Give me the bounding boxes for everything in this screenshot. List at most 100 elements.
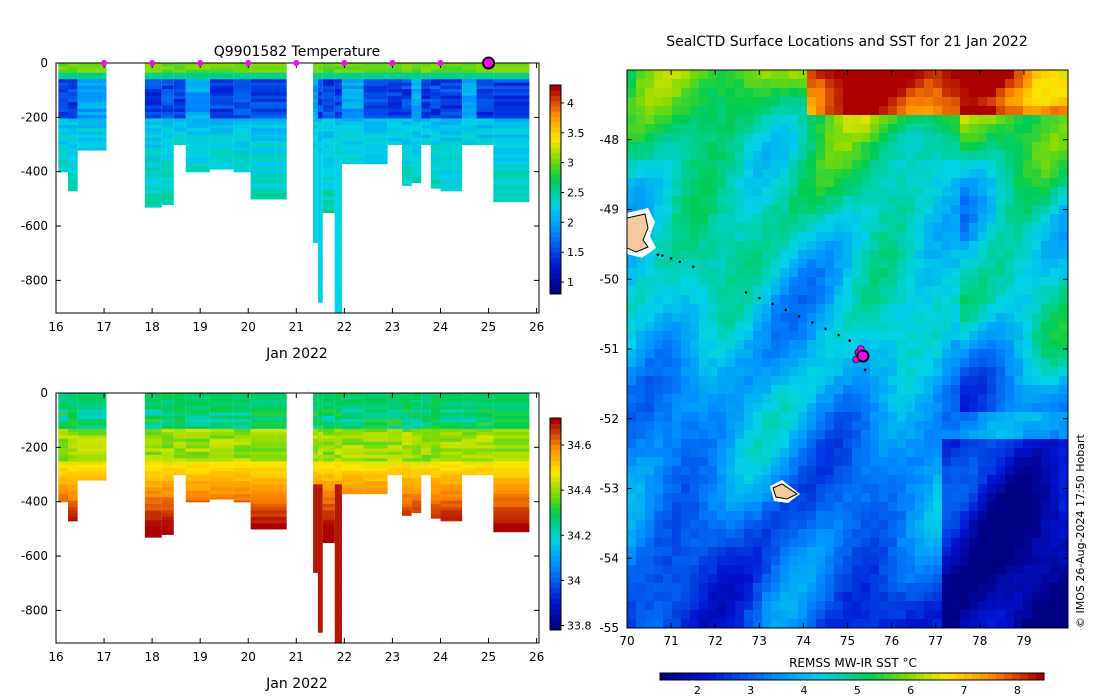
sst-cell: [978, 115, 988, 125]
sst-cell: [1050, 340, 1060, 350]
sst-cell: [735, 484, 745, 494]
sst-cell: [1059, 304, 1068, 314]
sst-cell: [1032, 232, 1042, 242]
sst-cell: [1032, 151, 1042, 161]
sst-cell: [834, 574, 844, 584]
sst-cell: [996, 322, 1006, 332]
sst-cell: [663, 331, 673, 341]
sst-cell: [852, 160, 862, 170]
sst-cell: [978, 313, 988, 323]
sst-cell: [1059, 430, 1068, 440]
sst-cell: [789, 88, 799, 98]
sst-cell: [771, 583, 781, 593]
sst-cell: [870, 610, 880, 620]
sst-cell: [951, 268, 961, 278]
sst-cell: [906, 286, 916, 296]
sst-cell: [1041, 340, 1051, 350]
sst-cell: [1005, 286, 1015, 296]
sst-cell: [771, 592, 781, 602]
sst-cell: [654, 556, 664, 566]
sst-cell: [906, 367, 916, 377]
sst-cell: [888, 403, 898, 413]
sst-cell: [933, 79, 943, 89]
sst-cell: [780, 232, 790, 242]
sst-cell: [1032, 466, 1042, 476]
sst-cell: [672, 196, 682, 206]
sst-cell: [798, 142, 808, 152]
sst-cell: [807, 619, 817, 628]
sst-cell: [681, 70, 691, 80]
sst-cell: [798, 601, 808, 611]
sst-cell: [870, 484, 880, 494]
sst-cell: [1059, 295, 1068, 305]
sst-cell: [852, 133, 862, 143]
sst-cell: [654, 547, 664, 557]
sst-cell: [798, 178, 808, 188]
sst-cell: [1059, 538, 1068, 548]
sst-cell: [627, 142, 637, 152]
sst-cell: [834, 565, 844, 575]
sst-cell: [636, 88, 646, 98]
sst-cell: [942, 565, 952, 575]
sst-cell: [753, 268, 763, 278]
sst-cell: [852, 151, 862, 161]
sst-cell: [960, 412, 970, 422]
profile-column: [185, 63, 210, 173]
sst-cell: [942, 241, 952, 251]
sst-cell: [852, 574, 862, 584]
sst-cell: [672, 106, 682, 116]
sst-cell: [726, 277, 736, 287]
sst-cell: [924, 115, 934, 125]
sst-cell: [960, 322, 970, 332]
sst-cell: [1050, 304, 1060, 314]
sst-cell: [834, 439, 844, 449]
sst-cell: [843, 457, 853, 467]
colorbar-segment: [550, 273, 561, 279]
sst-cell: [681, 574, 691, 584]
sst-cell: [699, 322, 709, 332]
sst-cell: [1005, 304, 1015, 314]
colorbar-segment: [964, 673, 973, 680]
sst-cell: [951, 331, 961, 341]
sst-cell: [1023, 205, 1033, 215]
sst-cell: [762, 241, 772, 251]
sst-cell: [906, 187, 916, 197]
sst-cell: [1032, 403, 1042, 413]
sst-cell: [843, 574, 853, 584]
sst-cell: [1059, 457, 1068, 467]
sst-cell: [852, 511, 862, 521]
sst-cell: [726, 430, 736, 440]
sst-cell: [690, 547, 700, 557]
sst-cell: [978, 178, 988, 188]
sst-cell: [1005, 376, 1015, 386]
sst-cell: [816, 295, 826, 305]
sst-cell: [888, 502, 898, 512]
sst-cell: [636, 376, 646, 386]
sst-cell: [1023, 115, 1033, 125]
sst-cell: [1032, 610, 1042, 620]
sst-cell: [645, 502, 655, 512]
colorbar-tick-label: 33.8: [567, 619, 592, 632]
sst-cell: [645, 196, 655, 206]
sst-cell: [1041, 430, 1051, 440]
colorbar-segment: [932, 673, 941, 680]
sst-cell: [996, 142, 1006, 152]
sst-cell: [672, 142, 682, 152]
sst-cell: [834, 448, 844, 458]
sst-cell: [708, 421, 718, 431]
sst-cell: [1032, 520, 1042, 530]
sst-cell: [735, 196, 745, 206]
sst-cell: [789, 97, 799, 107]
sst-cell: [726, 178, 736, 188]
sst-cell: [906, 592, 916, 602]
sst-cell: [672, 520, 682, 530]
sst-cell: [744, 205, 754, 215]
sst-cell: [681, 385, 691, 395]
sst-cell: [708, 556, 718, 566]
colorbar-segment: [668, 673, 677, 680]
sst-cell: [717, 250, 727, 260]
sst-cell: [708, 196, 718, 206]
sst-cell: [681, 259, 691, 269]
colorbar-tick-label: 8: [1014, 684, 1021, 697]
sst-cell: [852, 394, 862, 404]
